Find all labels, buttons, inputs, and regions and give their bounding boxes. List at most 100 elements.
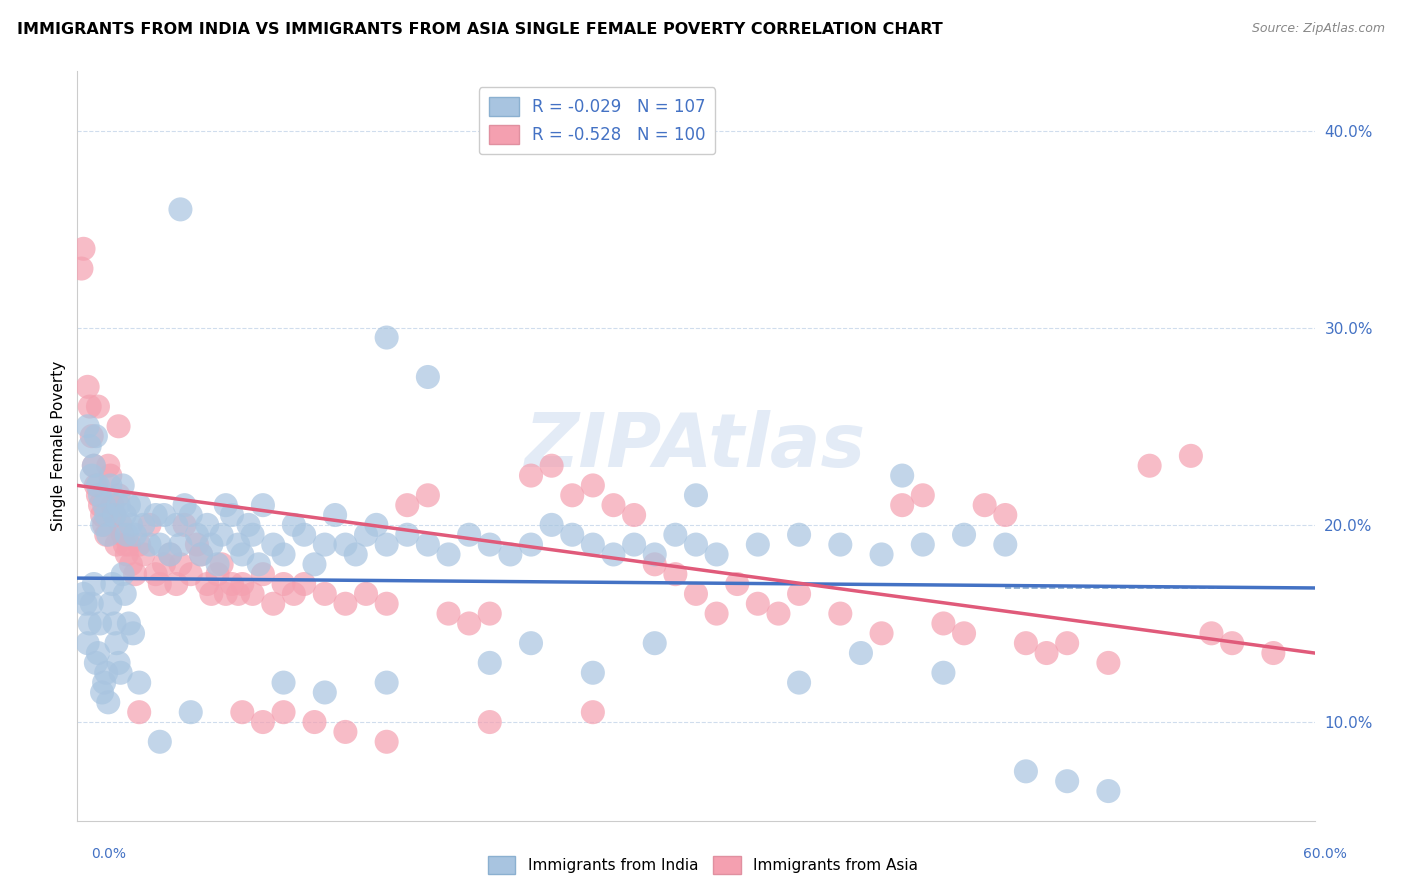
- Point: [1180, 449, 1202, 463]
- Point: [221, 508, 243, 522]
- Point: [252, 567, 274, 582]
- Point: [375, 597, 398, 611]
- Point: [207, 567, 229, 582]
- Point: [93, 517, 115, 532]
- Point: [891, 498, 914, 512]
- Point: [478, 607, 501, 621]
- Point: [195, 577, 218, 591]
- Point: [79, 616, 101, 631]
- Point: [132, 548, 155, 562]
- Point: [93, 675, 115, 690]
- Point: [115, 527, 138, 541]
- Point: [273, 548, 295, 562]
- Point: [84, 429, 107, 443]
- Point: [1263, 646, 1285, 660]
- Point: [97, 527, 120, 541]
- Point: [103, 508, 125, 522]
- Point: [520, 468, 543, 483]
- Point: [169, 558, 191, 572]
- Point: [111, 567, 134, 582]
- Point: [437, 607, 460, 621]
- Point: [747, 597, 769, 611]
- Point: [111, 527, 134, 541]
- Point: [706, 607, 728, 621]
- Point: [215, 587, 238, 601]
- Point: [478, 714, 501, 729]
- Point: [273, 675, 295, 690]
- Point: [120, 558, 142, 572]
- Point: [72, 587, 94, 601]
- Point: [1035, 646, 1057, 660]
- Point: [932, 616, 955, 631]
- Point: [114, 587, 136, 601]
- Point: [344, 548, 367, 562]
- Point: [747, 538, 769, 552]
- Point: [787, 527, 810, 541]
- Point: [354, 587, 377, 601]
- Point: [195, 517, 218, 532]
- Point: [582, 478, 605, 492]
- Point: [83, 458, 105, 473]
- Point: [283, 517, 305, 532]
- Point: [114, 508, 136, 522]
- Point: [478, 538, 501, 552]
- Point: [111, 478, 134, 492]
- Point: [103, 508, 125, 522]
- Point: [84, 478, 107, 492]
- Point: [262, 538, 284, 552]
- Point: [416, 370, 439, 384]
- Point: [91, 685, 114, 699]
- Point: [994, 538, 1017, 552]
- Point: [932, 665, 955, 680]
- Text: 60.0%: 60.0%: [1303, 847, 1347, 861]
- Point: [375, 330, 398, 344]
- Point: [375, 735, 398, 749]
- Point: [165, 577, 187, 591]
- Point: [110, 665, 132, 680]
- Point: [190, 548, 212, 562]
- Point: [396, 498, 419, 512]
- Point: [623, 538, 645, 552]
- Point: [91, 517, 114, 532]
- Point: [200, 538, 222, 552]
- Point: [93, 498, 115, 512]
- Point: [80, 429, 103, 443]
- Point: [644, 548, 666, 562]
- Point: [226, 587, 249, 601]
- Point: [335, 597, 357, 611]
- Point: [252, 714, 274, 729]
- Point: [110, 517, 132, 532]
- Text: IMMIGRANTS FROM INDIA VS IMMIGRANTS FROM ASIA SINGLE FEMALE POVERTY CORRELATION : IMMIGRANTS FROM INDIA VS IMMIGRANTS FROM…: [17, 22, 942, 37]
- Point: [159, 548, 181, 562]
- Point: [437, 548, 460, 562]
- Point: [561, 527, 583, 541]
- Point: [1201, 626, 1223, 640]
- Point: [98, 468, 121, 483]
- Point: [582, 665, 605, 680]
- Point: [602, 548, 624, 562]
- Point: [98, 597, 121, 611]
- Point: [120, 517, 142, 532]
- Point: [186, 527, 208, 541]
- Point: [891, 468, 914, 483]
- Point: [323, 508, 346, 522]
- Point: [292, 577, 315, 591]
- Point: [124, 567, 146, 582]
- Point: [1015, 636, 1038, 650]
- Point: [221, 577, 243, 591]
- Point: [1097, 784, 1119, 798]
- Point: [169, 538, 191, 552]
- Point: [105, 636, 128, 650]
- Point: [685, 587, 707, 601]
- Point: [953, 626, 976, 640]
- Point: [664, 567, 686, 582]
- Point: [252, 498, 274, 512]
- Point: [80, 468, 103, 483]
- Point: [1220, 636, 1243, 650]
- Point: [70, 261, 93, 276]
- Point: [211, 558, 233, 572]
- Point: [173, 498, 195, 512]
- Point: [314, 538, 336, 552]
- Point: [96, 508, 118, 522]
- Point: [375, 538, 398, 552]
